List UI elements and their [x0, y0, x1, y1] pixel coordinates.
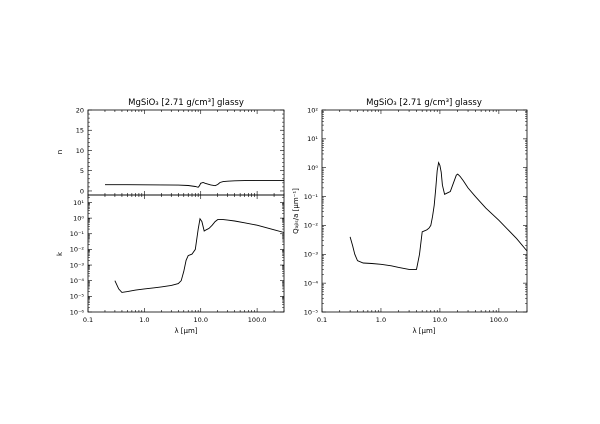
qabs-x-tick-label: 100.0 — [490, 316, 509, 324]
qabs-x-tick-label: 0.1 — [317, 316, 327, 324]
qabs-y-tick-label: 10⁻² — [304, 222, 319, 230]
n-plot-frame — [87, 109, 285, 196]
qabs-series-line — [349, 161, 528, 270]
k-y-tick-label: 10⁻¹ — [70, 230, 85, 238]
qabs-y-ticks: 10⁻⁵ 10⁻⁴ 10⁻³ 10⁻² 10⁻¹ 10⁰ 10¹ 10² — [304, 106, 527, 316]
qabs-y-tick-label: 10² — [307, 106, 318, 114]
panel-n: MgSiO₃ [2.71 g/cm³] glassy 0 5 10 15 20 n — [56, 98, 285, 196]
k-x-tick-label: 1.0 — [139, 316, 149, 324]
qabs-y-tick-label: 10⁰ — [307, 164, 318, 172]
k-x-tick-label: 100.0 — [248, 316, 267, 324]
panel-qabs: MgSiO₃ [2.71 g/cm³] glassy 0.1 1.0 10.0 100… — [292, 98, 528, 335]
k-series-line — [114, 217, 285, 293]
qabs-y-tick-label: 10⁻⁵ — [304, 308, 319, 316]
k-x-tick-label: 0.1 — [83, 316, 93, 324]
qabs-y-tick-label: 10⁻¹ — [304, 193, 319, 201]
k-x-label: λ [μm] — [174, 327, 197, 335]
k-y-tick-label: 10⁻⁴ — [70, 277, 85, 285]
qabs-y-tick-label: 10⁻³ — [304, 251, 319, 259]
qabs-x-tick-label: 1.0 — [376, 316, 386, 324]
k-y-tick-label: 10¹ — [73, 199, 84, 207]
n-series-line — [105, 179, 284, 188]
qabs-plot-frame — [321, 109, 528, 313]
qabs-y-tick-label: 10⁻⁴ — [304, 279, 319, 287]
k-y-tick-label: 10⁻² — [70, 246, 85, 254]
n-y-tick-label: 10 — [76, 147, 84, 155]
n-y-label: n — [56, 150, 64, 154]
panel-k: 0.1 1.0 10.0 100.0 10⁻⁶ 10⁻⁵ 10⁻⁴ 10⁻³ 10⁻² 10⁻¹… — [56, 194, 285, 335]
qabs-x-label: λ [μm] — [412, 327, 435, 335]
k-x-ticks: 0.1 1.0 10.0 100.0 — [83, 195, 285, 324]
qabs-x-tick-label: 10.0 — [433, 316, 447, 324]
k-plot-frame — [87, 194, 285, 313]
k-y-tick-label: 10⁻³ — [70, 261, 85, 269]
qabs-y-tick-label: 10¹ — [307, 135, 318, 143]
n-y-tick-label: 15 — [76, 127, 84, 135]
n-x-ticks — [87, 110, 285, 195]
left-title: MgSiO₃ [2.71 g/cm³] glassy — [128, 98, 244, 108]
n-y-tick-label: 20 — [76, 106, 84, 114]
right-title: MgSiO₃ [2.71 g/cm³] glassy — [366, 98, 482, 108]
n-y-tick-label: 0 — [80, 187, 84, 195]
k-y-tick-label: 10⁻⁵ — [70, 293, 85, 301]
k-y-ticks: 10⁻⁶ 10⁻⁵ 10⁻⁴ 10⁻³ 10⁻² 10⁻¹ 10⁰ 10¹ — [70, 194, 284, 316]
k-x-tick-label: 10.0 — [193, 316, 207, 324]
k-y-tick-label: 10⁻⁶ — [70, 308, 85, 316]
k-y-label: k — [56, 251, 64, 256]
qabs-x-ticks: 0.1 1.0 10.0 100.0 — [317, 110, 528, 324]
k-y-tick-label: 10⁰ — [73, 214, 84, 222]
qabs-y-label: Qₐᵦₛ/a [μm⁻¹] — [292, 188, 300, 234]
n-y-ticks: 0 5 10 15 20 — [76, 106, 284, 195]
n-y-tick-label: 5 — [80, 167, 84, 175]
